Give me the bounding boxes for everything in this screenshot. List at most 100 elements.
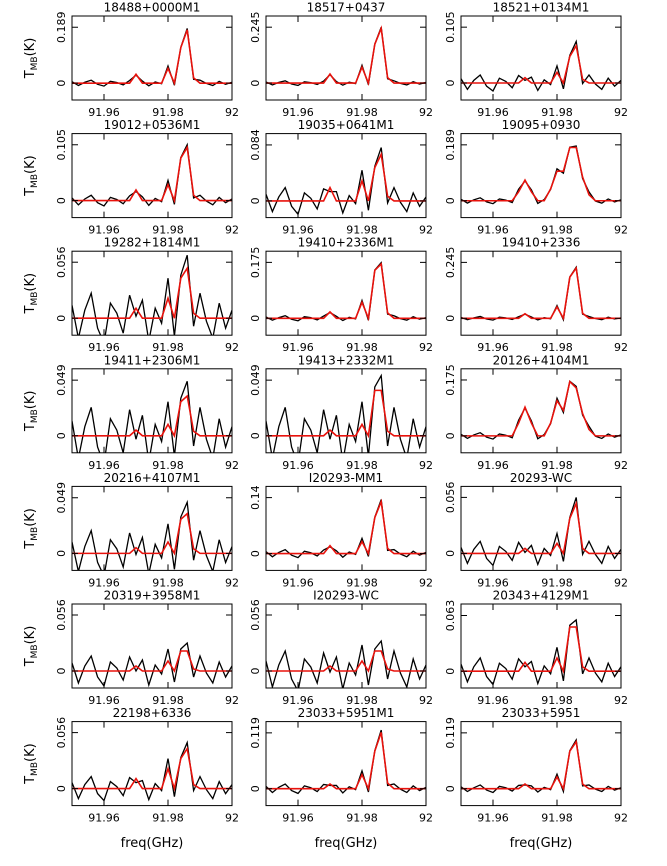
panel-title: 19035+0641M1 [298, 118, 395, 132]
y-label-main: T [23, 776, 38, 785]
spectrum-line [266, 373, 426, 453]
x-tick-label: 91.96 [477, 106, 509, 119]
y-label-unit: (K) [23, 38, 38, 57]
x-tick-label: 91.96 [282, 224, 314, 237]
y-label-main: T [23, 658, 38, 667]
panel-title: 20319+3958M1 [104, 589, 201, 603]
axes-frame [71, 603, 233, 689]
x-tick-label: 91.98 [152, 459, 184, 472]
x-tick-label: 92 [225, 224, 239, 237]
x-tick-label: 91.98 [541, 576, 573, 589]
y-tick-label: 0.245 [249, 11, 262, 43]
y-label-sub: MB [30, 644, 40, 658]
y-tick-label: 0 [55, 432, 68, 439]
y-tick-label: 0 [249, 315, 262, 322]
spectrum-line [266, 151, 426, 202]
axes-frame [265, 368, 427, 454]
y-label-sub: MB [30, 527, 40, 541]
y-tick-label: 0 [249, 785, 262, 792]
x-tick-label: 91.96 [477, 812, 509, 825]
y-tick-label: 0 [444, 197, 457, 204]
y-tick-label: 0.084 [249, 129, 262, 161]
y-tick-label: 0.105 [444, 11, 457, 43]
spectrum-line [72, 29, 232, 86]
panel-title: 19012+0536M1 [104, 118, 201, 132]
spectrum-line [266, 389, 426, 439]
y-tick-label: 0.056 [55, 717, 68, 749]
y-tick-label: 0.056 [444, 482, 457, 514]
x-tick-label: 91.98 [541, 694, 573, 707]
x-tick-label: 92 [419, 106, 433, 119]
y-tick-label: 0.049 [55, 364, 68, 396]
y-tick-label: 0.119 [444, 717, 457, 749]
y-tick-label: 0 [55, 197, 68, 204]
x-tick-label: 91.98 [346, 106, 378, 119]
axes-frame [460, 721, 622, 807]
x-tick-label: 91.96 [88, 576, 120, 589]
x-tick-label: 91.98 [346, 694, 378, 707]
x-tick-label: 91.98 [541, 459, 573, 472]
y-tick-label: 0.175 [444, 364, 457, 396]
y-label-sub: MB [30, 56, 40, 70]
y-axis-label: TMB(K) [23, 38, 40, 80]
y-tick-label: 0.056 [55, 246, 68, 278]
x-tick-label: 91.96 [282, 106, 314, 119]
spectrum-line [266, 729, 426, 795]
x-tick-label: 92 [419, 694, 433, 707]
panel-title: 20216+4107M1 [104, 471, 201, 485]
spectrum-line [72, 394, 232, 439]
axes-frame [265, 603, 427, 689]
panel-title: 20293-WC [510, 471, 572, 485]
panel-title: 23033+5951 [502, 706, 581, 720]
y-axis-label: TMB(K) [23, 743, 40, 785]
panel-title: 19410+2336 [502, 236, 581, 250]
y-label-main: T [23, 305, 38, 314]
x-tick-label: 92 [225, 812, 239, 825]
y-label-sub: MB [30, 174, 40, 188]
spectrum-line [72, 650, 232, 673]
x-tick-label: 92 [225, 106, 239, 119]
spectrum-line [461, 497, 621, 567]
spectrum-line [461, 380, 621, 440]
spectrum-line [266, 639, 426, 688]
y-tick-label: 0.175 [249, 247, 262, 279]
y-tick-label: 0 [444, 668, 457, 675]
y-tick-label: 0.056 [249, 599, 262, 631]
x-tick-label: 91.98 [346, 459, 378, 472]
spectrum-line [72, 499, 232, 571]
y-tick-label: 0 [249, 432, 262, 439]
spectrum-line [72, 512, 232, 556]
axes-frame [265, 485, 427, 571]
panel-title: I20293-WC [313, 589, 379, 603]
y-label-main: T [23, 541, 38, 550]
x-tick-label: 91.96 [88, 694, 120, 707]
x-tick-label: 91.98 [346, 341, 378, 354]
x-tick-label: 91.96 [88, 224, 120, 237]
axes-frame [71, 485, 233, 571]
x-tick-label: 91.96 [88, 106, 120, 119]
x-tick-label: 91.96 [477, 341, 509, 354]
x-tick-label: 91.98 [152, 341, 184, 354]
spectrum-line [72, 142, 232, 207]
spectrum-line [72, 145, 232, 204]
y-label-sub: MB [30, 409, 40, 423]
x-tick-label: 92 [419, 341, 433, 354]
x-tick-label: 91.98 [541, 341, 573, 354]
panel-title: 20126+4104M1 [493, 353, 590, 367]
spectrum-line [72, 381, 232, 453]
x-tick-label: 92 [225, 694, 239, 707]
x-tick-label: 91.96 [282, 341, 314, 354]
y-tick-label: 0 [249, 197, 262, 204]
spectrum-line [266, 499, 426, 559]
y-tick-label: 0.189 [444, 129, 457, 161]
axes-frame [460, 368, 622, 454]
x-tick-label: 91.96 [477, 576, 509, 589]
y-label-unit: (K) [23, 508, 38, 527]
x-tick-label: 91.96 [88, 812, 120, 825]
y-tick-label: 0.245 [444, 247, 457, 279]
x-tick-label: 91.96 [282, 694, 314, 707]
x-tick-label: 91.98 [346, 812, 378, 825]
spectrum-line [72, 641, 232, 688]
y-axis-label: TMB(K) [23, 391, 40, 433]
x-tick-label: 92 [419, 224, 433, 237]
